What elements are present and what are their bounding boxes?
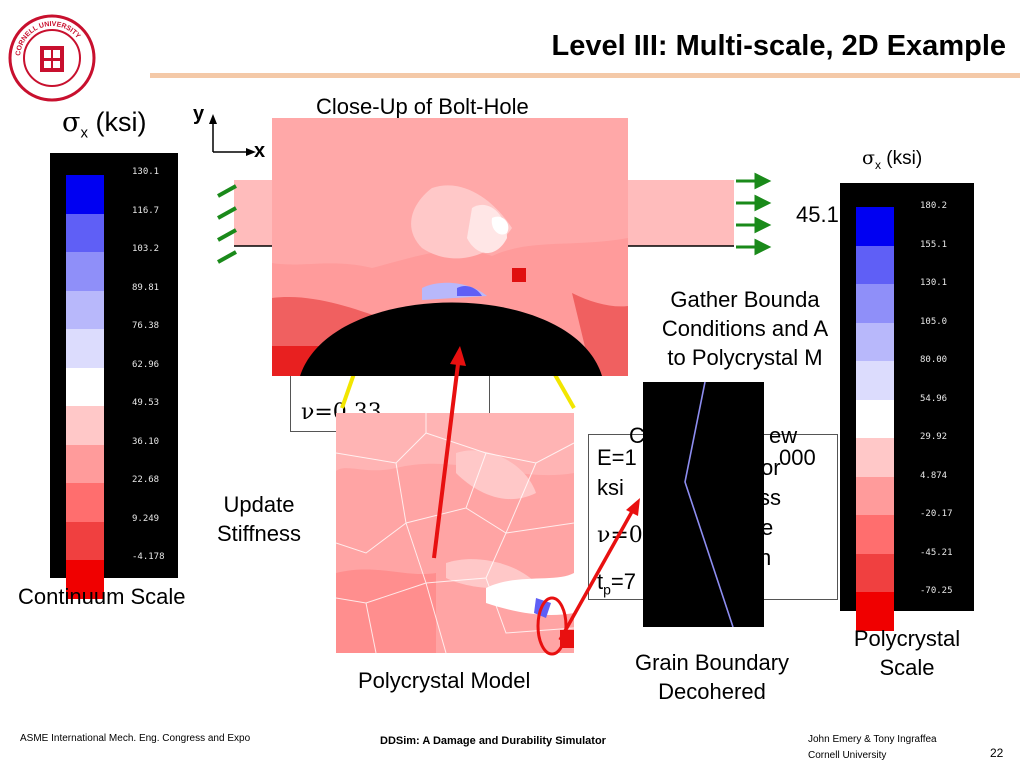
gather-boundary-text: Gather Bounda Conditions and A to Polycr… bbox=[661, 287, 829, 370]
slide-title: Level III: Multi-scale, 2D Example bbox=[551, 30, 1007, 62]
polycrystal-tick-label: 155.1 bbox=[920, 239, 948, 250]
polycrystal-tick-label: 105.0 bbox=[920, 316, 948, 327]
continuum-color-band bbox=[66, 175, 104, 214]
polycrystal-color-band bbox=[856, 284, 894, 323]
polycrystal-color-band bbox=[856, 476, 894, 515]
continuum-color-band bbox=[66, 560, 104, 599]
xy-axes-icon bbox=[209, 114, 256, 156]
polycrystal-legend-title: σx (ksi) bbox=[862, 147, 923, 172]
continuum-color-band bbox=[66, 252, 104, 291]
continuum-tick-label: 62.96 bbox=[132, 359, 160, 370]
cohesive-text-e: e bbox=[761, 515, 774, 540]
polycrystal-tick-label: 130.1 bbox=[920, 278, 948, 288]
continuum-color-band bbox=[66, 444, 104, 483]
polycrystal-tick-label: 180.2 bbox=[920, 201, 948, 211]
polycrystal-tick-label: 4.874 bbox=[920, 470, 948, 481]
x-axis-label: x bbox=[254, 140, 266, 162]
continuum-tick-label: 22.68 bbox=[132, 475, 160, 485]
update-stiffness-label: Update Stiffness bbox=[217, 492, 301, 546]
peak-traction: tp=7 bbox=[597, 569, 637, 598]
polycrystal-scale-caption: Polycrystal Scale bbox=[853, 626, 961, 680]
continuum-legend-title: σx (ksi) bbox=[62, 107, 147, 142]
continuum-tick-label: 9.249 bbox=[132, 513, 160, 524]
youngs-modulus-tail: 000 bbox=[779, 445, 816, 470]
continuum-tick-label: 103.2 bbox=[132, 244, 160, 254]
polycrystal-color-band bbox=[856, 399, 894, 438]
continuum-tick-label: 76.38 bbox=[132, 321, 160, 331]
title-underline bbox=[150, 73, 1020, 78]
polycrystal-tick-label: -20.17 bbox=[920, 509, 953, 519]
continuum-tick-label: 89.81 bbox=[132, 282, 160, 293]
footer-affiliation: Cornell University bbox=[808, 750, 887, 761]
grain-boundary-image bbox=[643, 382, 764, 627]
continuum-color-band bbox=[66, 213, 104, 252]
polycrystal-colorbar: 180.2 155.1 130.1 105.0 80.00 54.96 29.92 4.874… bbox=[840, 183, 974, 631]
polycrystal-tick-label: 80.00 bbox=[920, 355, 948, 365]
cohesive-text-ss: ss bbox=[759, 485, 781, 510]
red-annotation-arrows bbox=[432, 346, 640, 656]
cohesive-text-ew: ew bbox=[769, 423, 798, 448]
cohesive-text-c: C bbox=[629, 423, 645, 448]
continuum-color-band bbox=[66, 406, 104, 445]
closeup-caption: Close-Up of Bolt-Hole bbox=[316, 94, 529, 119]
load-value-label: 45.1 bbox=[796, 202, 839, 227]
youngs-modulus: E=1 bbox=[597, 445, 637, 470]
polycrystal-color-band bbox=[856, 515, 894, 554]
y-axis-label: y bbox=[193, 103, 205, 125]
polycrystal-model-caption: Polycrystal Model bbox=[358, 668, 531, 693]
footer-title: DDSim: A Damage and Durability Simulator bbox=[380, 735, 606, 747]
continuum-color-band bbox=[66, 329, 104, 368]
continuum-tick-label: 116.7 bbox=[132, 205, 160, 216]
continuum-tick-label: 49.53 bbox=[132, 398, 160, 408]
cornell-seal-logo: CORNELL UNIVERSITY bbox=[8, 14, 96, 102]
page-number: 22 bbox=[990, 746, 1004, 760]
polycrystal-color-band bbox=[856, 361, 894, 400]
footer-conference: ASME International Mech. Eng. Congress a… bbox=[20, 733, 251, 744]
polycrystal-tick-label: -70.25 bbox=[920, 586, 953, 596]
continuum-tick-label: 130.1 bbox=[132, 167, 160, 177]
polycrystal-model-image bbox=[336, 413, 574, 653]
continuum-color-band bbox=[66, 483, 104, 522]
continuum-colorbar: 130.1 116.7 103.2 89.81 76.38 62.96 49.53 36.10… bbox=[50, 153, 178, 599]
polycrystal-color-band bbox=[856, 592, 894, 631]
continuum-color-band bbox=[66, 290, 104, 329]
continuum-color-band bbox=[66, 521, 104, 560]
polycrystal-tick-label: 54.96 bbox=[920, 393, 948, 404]
continuum-tick-label: 36.10 bbox=[132, 436, 160, 447]
polycrystal-color-band bbox=[856, 245, 894, 284]
polycrystal-color-band bbox=[856, 553, 894, 592]
polycrystal-color-band bbox=[856, 207, 894, 246]
polycrystal-color-band bbox=[856, 322, 894, 361]
polycrystal-tick-label: -45.21 bbox=[920, 547, 953, 558]
bolt-hole-closeup-image bbox=[272, 118, 628, 376]
units-ksi: ksi bbox=[597, 475, 624, 500]
continuum-tick-label: -4.178 bbox=[132, 552, 165, 562]
polycrystal-color-band bbox=[856, 438, 894, 477]
footer-authors: John Emery & Tony Ingraffea bbox=[808, 734, 937, 745]
cohesive-text-or: or bbox=[761, 455, 781, 480]
grain-boundary-caption: Grain Boundary Decohered bbox=[634, 650, 790, 704]
continuum-color-band bbox=[66, 367, 104, 406]
polycrystal-tick-label: 29.92 bbox=[920, 432, 948, 442]
continuum-caption: Continuum Scale bbox=[18, 584, 186, 609]
